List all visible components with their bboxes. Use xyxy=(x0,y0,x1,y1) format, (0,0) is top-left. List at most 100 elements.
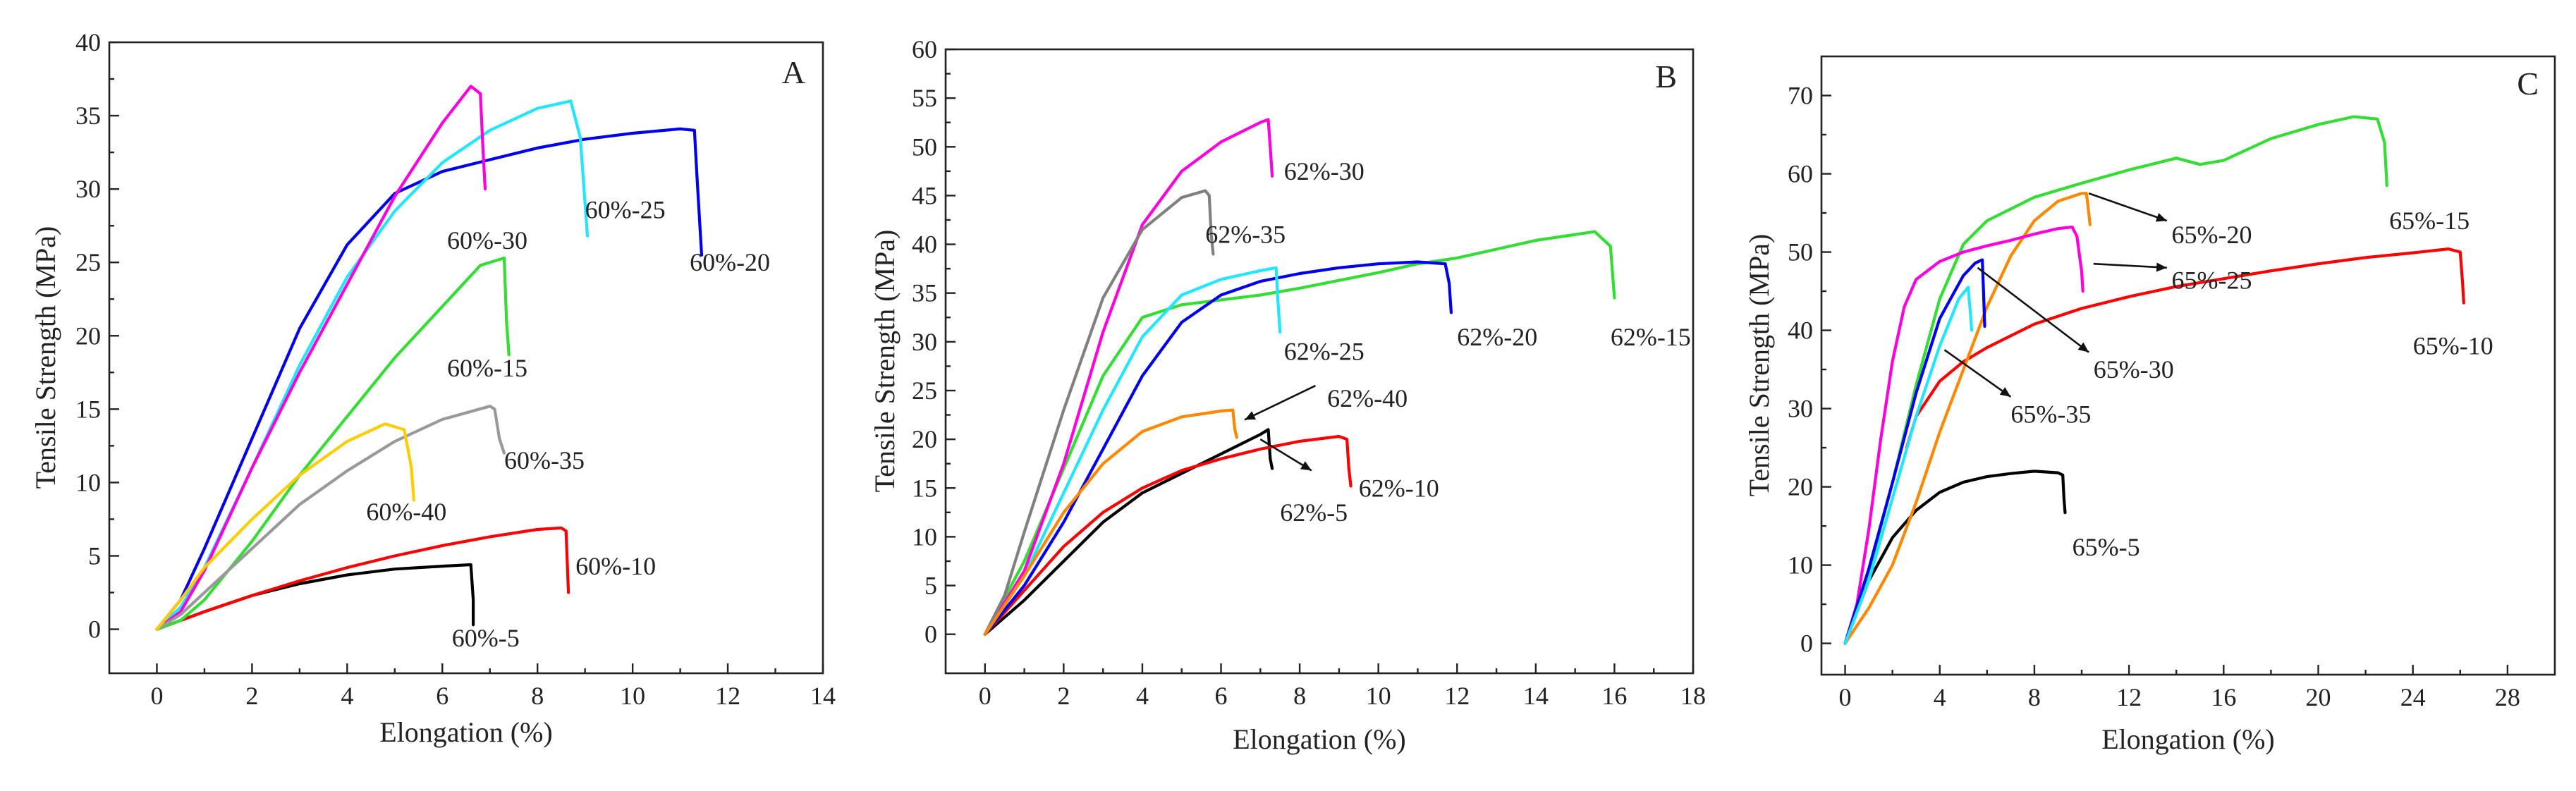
panel-b-ytick-label: 5 xyxy=(924,572,937,600)
panel-b-series-62pct-30 xyxy=(983,118,1274,636)
panel-b-ytick-label: 25 xyxy=(912,376,937,405)
panel-a-curve-label: 60%-15 xyxy=(447,354,527,382)
panel-b-series-62pct-25 xyxy=(983,266,1282,636)
panel-a-letter: A xyxy=(782,54,805,90)
panel-b-curve-label: 62%-25 xyxy=(1284,338,1365,366)
panel-b: B Elongation (%) Tensile Strength (MPa) … xyxy=(869,35,1706,755)
panel-a-xtick-label: 14 xyxy=(810,682,836,710)
panel-c-arrow-head xyxy=(2155,213,2167,222)
panel-b-series-62pct-20 xyxy=(983,260,1453,636)
panel-b-arrows xyxy=(1244,384,1316,472)
panel-a-ytick-label: 40 xyxy=(75,28,101,56)
panel-b-xtick-label: 18 xyxy=(1680,682,1706,710)
panel-c-xtick-label: 24 xyxy=(2400,683,2426,711)
panel-b-xtick-label: 12 xyxy=(1444,682,1470,710)
panel-c-ytick-label: 0 xyxy=(1800,630,1813,658)
panel-b-ytick-label: 35 xyxy=(912,279,937,307)
panel-b-ytick-label: 50 xyxy=(912,133,937,161)
panel-a-xtick-label: 2 xyxy=(245,682,258,710)
panel-c-series-65pct-25 xyxy=(1843,225,2084,645)
panel-c-ytick-label: 40 xyxy=(1788,317,1813,345)
panel-b-ticks: 0 2 4 6 8 10 12 14 16 18 0 5 10 15 20 25 30 35 40 45 50 55 60 xyxy=(912,35,1706,710)
panel-b-curve-label: 62%-20 xyxy=(1457,323,1537,351)
panel-b-xtick-label: 2 xyxy=(1057,682,1070,710)
panel-a-frame xyxy=(108,41,824,675)
panel-a-series-60pct-35 xyxy=(155,405,506,631)
panel-b-ytick-label: 60 xyxy=(912,35,937,63)
panel-a-series-60pct-20 xyxy=(155,127,704,631)
panel-c-ytick-label: 50 xyxy=(1788,238,1813,266)
panel-b-ylabel: Tensile Strength (MPa) xyxy=(869,230,901,493)
panel-b-series-62pct-5 xyxy=(983,428,1274,636)
panel-c-arrow-head xyxy=(2156,262,2167,272)
panel-b-xlabel: Elongation (%) xyxy=(1233,723,1406,755)
panel-a-xtick-label: 12 xyxy=(715,682,740,710)
panel-a-xtick-label: 8 xyxy=(531,682,544,710)
panel-c-series-65pct-30 xyxy=(1843,258,1986,645)
panel-a-ytick-label: 5 xyxy=(88,541,101,570)
panel-c-curve-label: 65%-5 xyxy=(2073,533,2140,561)
panel-c-series-65pct-15 xyxy=(1843,115,2388,645)
panel-b-curve-label: 62%-5 xyxy=(1280,498,1348,527)
panel-c-ytick-label: 70 xyxy=(1788,82,1813,110)
panel-b-arrow xyxy=(1244,384,1316,421)
panel-c-curve-label: 65%-25 xyxy=(2172,266,2252,294)
panel-b-ytick-label: 55 xyxy=(912,84,937,112)
panel-c-xlabel: Elongation (%) xyxy=(2101,723,2275,755)
panel-c-xtick-label: 8 xyxy=(2028,683,2041,711)
panel-c-arrow xyxy=(2093,262,2167,269)
panel-b-ytick-label: 10 xyxy=(912,522,937,551)
panel-a-ytick-label: 20 xyxy=(75,321,101,350)
panel-c-curve-label: 65%-30 xyxy=(2094,355,2174,384)
panel-b-series-62pct-10 xyxy=(983,434,1353,636)
panel-c-xtick-label: 20 xyxy=(2306,683,2331,711)
panel-a-ytick-label: 10 xyxy=(75,468,101,496)
panel-a-xtick-label: 0 xyxy=(150,682,163,710)
panel-c-ytick-label: 30 xyxy=(1788,395,1813,423)
panel-a-curve-label: 60%-40 xyxy=(366,498,446,526)
panel-b-xtick-label: 14 xyxy=(1523,682,1549,710)
panel-c-curves xyxy=(1843,115,2465,645)
panel-c-curve-label: 65%-35 xyxy=(2010,400,2091,428)
panel-b-xtick-label: 6 xyxy=(1215,682,1228,710)
panel-a-series-60pct-5 xyxy=(155,563,475,631)
panel-b-arrow-head xyxy=(1300,461,1312,471)
panel-b-ytick-label: 0 xyxy=(924,620,937,649)
panel-b-arrow-head xyxy=(1245,411,1256,420)
panel-a: A Elongation (%) Tensile Strength (MPa) … xyxy=(30,28,836,748)
panel-b-ytick-label: 20 xyxy=(912,425,937,453)
panel-b-curve-label: 62%-35 xyxy=(1205,221,1286,249)
panel-b-xtick-label: 10 xyxy=(1366,682,1391,710)
panel-c-arrow xyxy=(2088,192,2168,222)
panel-a-curves xyxy=(155,85,704,631)
panel-a-xtick-label: 10 xyxy=(620,682,645,710)
panel-a-curve-label: 60%-35 xyxy=(504,446,585,474)
panel-b-letter: B xyxy=(1655,59,1677,94)
panel-c-ytick-label: 60 xyxy=(1788,160,1813,188)
panel-c-curve-label: 65%-10 xyxy=(2413,332,2493,360)
panel-a-curve-label: 60%-10 xyxy=(575,552,656,580)
panel-a-series-60pct-30 xyxy=(155,85,487,631)
panel-b-ytick-label: 30 xyxy=(912,328,937,356)
panel-a-series-60pct-15 xyxy=(155,256,511,631)
panel-a-ytick-label: 0 xyxy=(88,615,101,644)
panel-b-series-62pct-40 xyxy=(983,408,1238,636)
panel-c-ytick-label: 10 xyxy=(1788,551,1813,580)
panel-b-labels: 62%-5 62%-10 62%-15 62%-20 62%-25 62%-30 62%-3… xyxy=(1205,157,1691,527)
panel-c-series-65pct-35 xyxy=(1843,286,1974,645)
panel-a-series-60pct-10 xyxy=(155,526,570,631)
panel-a-curve-label: 60%-25 xyxy=(585,195,666,223)
panel-c-frame xyxy=(1820,55,2556,676)
panel-c-xtick-label: 4 xyxy=(1934,683,1946,711)
panel-b-series-62pct-35 xyxy=(983,189,1215,636)
panel-c-xtick-label: 28 xyxy=(2495,683,2520,711)
panel-c-xtick-label: 16 xyxy=(2211,683,2236,711)
panel-b-xtick-label: 16 xyxy=(1601,682,1627,710)
panel-b-curve-label: 62%-40 xyxy=(1327,384,1408,412)
panel-c-letter: C xyxy=(2517,66,2539,102)
panel-c-ticks: 0 4 8 12 16 20 24 28 0 10 20 30 40 50 60 70 xyxy=(1788,82,2520,711)
panel-b-curves xyxy=(983,118,1616,636)
panel-c-arrow xyxy=(1977,266,2089,353)
panel-c-arrow xyxy=(1943,349,2012,398)
